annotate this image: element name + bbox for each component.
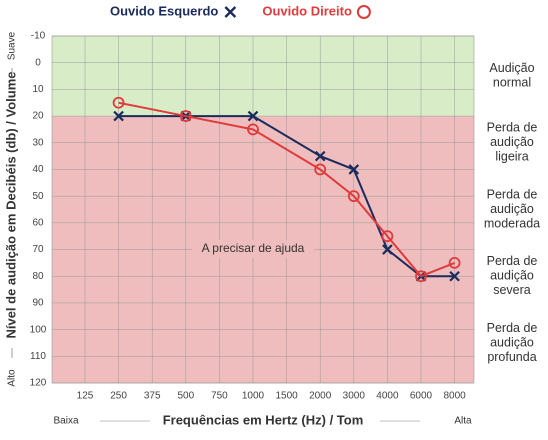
x-tick-label: 500 [177,391,194,402]
marker-x [449,270,460,282]
y-tick-label: -10 [31,31,46,42]
x-tick-label: 125 [77,391,94,402]
y-tick-label: 60 [32,217,44,228]
hearing-level-label: ligeira [495,150,528,164]
y-low-label: Alto [7,369,18,387]
legend-marker [356,5,371,19]
annotation: A precisar de ajuda [202,241,305,255]
hearing-level-label: Perda de [487,187,538,201]
plot-border [51,35,475,384]
marker-circle [448,256,461,269]
x-tick-label: 2000 [309,391,332,402]
hearing-level-label: audição [490,269,534,283]
shaded-region [52,36,474,117]
y-tick-label: 40 [32,164,44,175]
annotation-box [192,240,314,258]
legend-label: Ouvido Direito [262,3,352,18]
y-tick-label: 80 [32,271,44,282]
hearing-level-label: normal [493,76,531,90]
x-tick-label: 1500 [275,391,298,402]
y-tick-label: 20 [32,111,44,122]
y-tick-label: 0 [35,57,41,68]
y-tick-label: 100 [30,324,47,335]
legend-marker [224,6,237,18]
legend-label: Ouvido Esquerdo [110,3,218,18]
marker-circle [381,230,394,243]
marker-circle [179,110,192,122]
y-tick-label: 90 [32,298,44,309]
y-tick-label: 10 [32,84,44,95]
series-line [118,115,455,278]
hearing-level-label: Perda de [487,254,538,268]
x-high-label: Alta [454,416,472,427]
marker-x [348,164,360,175]
hearing-level-label: Audição [489,61,534,75]
hearing-level-label: severa [493,283,531,297]
marker-x [247,110,259,122]
series-line [118,101,455,278]
marker-circle [247,123,259,136]
marker-x [382,244,393,255]
x-tick-label: 8000 [443,391,466,402]
x-tick-label: 250 [110,391,127,402]
marker-x [314,150,326,162]
hearing-level-label: audição [490,202,534,216]
x-tick-label: 4000 [376,391,399,402]
y-high-label: Suave [7,31,18,60]
y-tick-label: 30 [32,137,44,148]
hearing-level-label: Perda de [487,121,538,135]
y-axis-title: Nível de audição em Decibéis (db) / Volu… [3,71,18,338]
marker-circle [314,163,327,176]
x-tick-label: 6000 [410,391,433,402]
background-layer [52,36,474,384]
x-tick-label: 3000 [343,391,366,402]
marker-circle [347,190,360,203]
hearing-level-label: audição [490,135,534,149]
y-tick-label: 110 [30,351,46,362]
y-tick-label: 50 [32,191,44,202]
hearing-level-label: audição [490,335,534,349]
x-tick-label: 375 [144,391,161,402]
x-axis-title: Frequências em Hertz (Hz) / Tom [163,412,364,427]
hearing-level-label: Perda de [487,321,538,335]
hearing-level-label: profunda [487,350,536,364]
marker-x [113,110,124,122]
y-tick-label: 70 [32,244,44,255]
x-tick-label: 750 [211,391,228,402]
x-tick-label: 1000 [242,391,265,402]
y-tick-label: 120 [30,378,47,389]
hearing-level-label: moderada [484,216,540,230]
marker-circle [415,270,427,283]
x-low-label: Baixa [53,416,78,427]
marker-circle [112,96,125,109]
